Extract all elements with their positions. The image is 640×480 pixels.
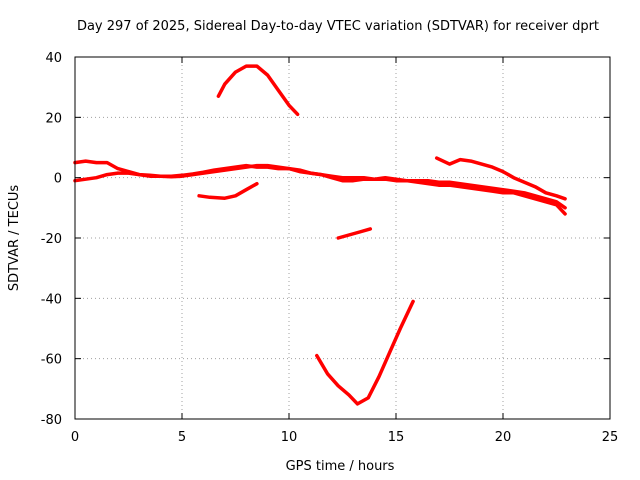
y-tick-label: -60 [41,353,62,368]
y-axis-label: SDTVAR / TECUs [7,185,22,292]
tick-labels: 0 5 10 15 20 25 -80 -60 -40 -20 0 20 40 [41,51,619,445]
series-band-lower [73,163,567,216]
y-tick-label: 20 [45,111,62,126]
x-axis-label: GPS time / hours [286,459,395,474]
x-tick-label: 15 [388,430,405,445]
y-tick-label: -20 [41,232,62,247]
series-segment-mid-neg [336,227,373,240]
x-tick-label: 20 [495,430,512,445]
series-group [73,64,567,406]
y-tick-label: -40 [41,292,62,307]
y-tick-label: -80 [41,413,62,428]
series-segment-late-upper [434,156,567,201]
x-tick-label: 10 [281,430,298,445]
y-tick-label: 40 [45,51,62,66]
y-tick-label: 0 [54,172,62,187]
chart-title: Day 297 of 2025, Sidereal Day-to-day VTE… [77,19,599,34]
x-tick-label: 25 [602,430,619,445]
plot-frame [74,56,611,420]
series-segment-high-arc [216,64,300,117]
series-segment-low-dip [197,181,259,200]
x-tick-label: 5 [178,430,186,445]
series-segment-deep-v [315,299,415,406]
x-tick-label: 0 [71,430,79,445]
grid [75,57,610,419]
